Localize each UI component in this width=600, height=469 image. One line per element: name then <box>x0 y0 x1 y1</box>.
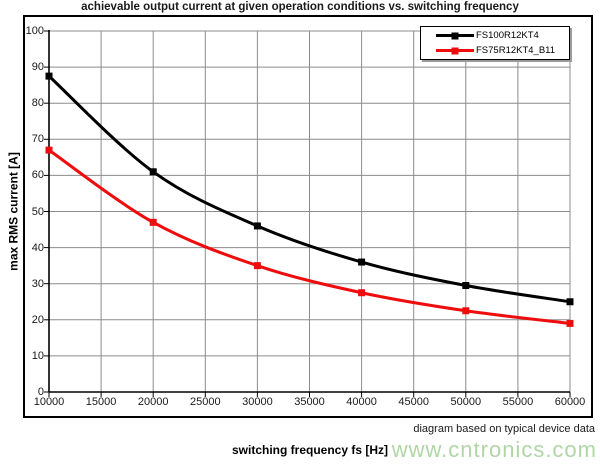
data-point-marker <box>149 218 157 226</box>
legend-marker-icon <box>451 47 459 54</box>
x-tick-label: 25000 <box>190 396 221 408</box>
x-tick-label: 35000 <box>294 396 325 408</box>
data-point-marker <box>462 307 470 315</box>
data-point-marker <box>566 319 574 327</box>
legend-line-swatch <box>436 47 474 54</box>
chart-frame <box>23 15 593 418</box>
series-line-FS75R12KT4_B11 <box>48 148 571 325</box>
data-point-marker <box>358 289 366 297</box>
data-point-marker <box>149 168 157 176</box>
data-point-marker <box>253 262 261 270</box>
y-tick-label: 40 <box>31 241 44 254</box>
data-point-marker <box>358 258 366 266</box>
x-tick-label: 30000 <box>242 396 273 408</box>
y-tick-label: 100 <box>25 25 44 37</box>
y-tick-label: 20 <box>31 313 44 326</box>
series-line-FS100R12KT4 <box>47 75 571 304</box>
x-tick-label: 50000 <box>450 396 482 408</box>
x-tick-label: 55000 <box>502 396 534 408</box>
x-tick-label: 10000 <box>33 396 65 408</box>
x-tick-label: 15000 <box>85 396 117 408</box>
y-tick-label: 60 <box>31 169 44 182</box>
y-tick-label: 50 <box>31 205 44 218</box>
watermark-text: www.cntronics.com <box>391 437 597 462</box>
legend-item: FS100R12KT4 <box>421 29 569 42</box>
x-tick-label: 20000 <box>137 396 169 408</box>
footnote-text: diagram based on typical device data <box>413 423 595 435</box>
x-axis-title: switching frequency fs [Hz] <box>231 443 389 457</box>
y-tick-label: 80 <box>31 97 44 110</box>
y-tick-label: 30 <box>31 277 44 290</box>
legend-item: FS75R12KT4_B11 <box>421 44 569 57</box>
data-point-marker <box>462 282 470 290</box>
y-tick-label: 90 <box>31 61 44 74</box>
y-tick-label: 0 <box>37 386 44 398</box>
legend-marker-icon <box>451 32 459 39</box>
x-tick-label: 60000 <box>554 396 586 408</box>
y-tick-label: 10 <box>31 349 44 362</box>
chart-title: achievable output current at given opera… <box>81 1 519 13</box>
legend-label: FS75R12KT4_B11 <box>476 45 556 56</box>
data-point-marker <box>566 298 574 306</box>
legend-line-swatch <box>436 32 474 39</box>
y-axis-title: max RMS current [A] <box>6 152 21 271</box>
x-tick-label: 45000 <box>398 396 429 408</box>
legend-label: FS100R12KT4 <box>476 30 539 41</box>
y-tick-label: 70 <box>31 133 44 146</box>
legend: FS100R12KT4 FS75R12KT4_B11 <box>420 26 570 60</box>
data-point-marker <box>45 146 53 154</box>
data-point-marker <box>45 72 53 80</box>
x-tick-label: 40000 <box>346 396 377 408</box>
data-point-marker <box>253 222 261 230</box>
